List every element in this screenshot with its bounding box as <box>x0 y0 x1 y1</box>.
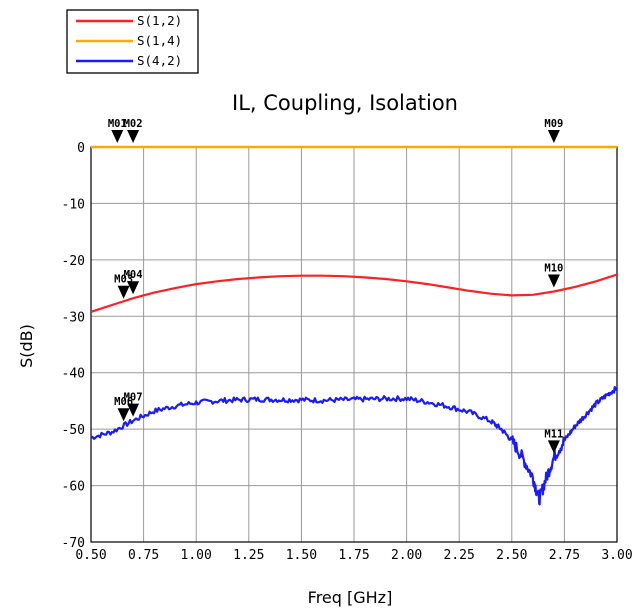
marker-M11 <box>547 440 560 454</box>
chart-title: IL, Coupling, Isolation <box>232 91 458 115</box>
marker-label: M04 <box>124 269 143 281</box>
x-tick-label: 2.75 <box>549 548 580 563</box>
marker-label: M10 <box>544 262 563 274</box>
x-tick-label: 2.50 <box>496 548 527 563</box>
y-tick-label: -70 <box>62 536 85 551</box>
y-tick-label: -20 <box>62 254 85 269</box>
marker-M07 <box>127 403 140 417</box>
x-tick-label: 2.00 <box>391 548 422 563</box>
x-tick-label: 1.25 <box>233 548 264 563</box>
series-lines <box>90 145 619 506</box>
marker-M09 <box>547 130 560 143</box>
marker-M02 <box>127 130 140 143</box>
x-tick-label: 2.25 <box>444 548 475 563</box>
marker-M06 <box>117 408 130 422</box>
grid <box>90 146 618 543</box>
x-tick-label: 1.75 <box>338 548 369 563</box>
legend: S(1,2) S(1,4) S(4,2) <box>66 9 199 74</box>
marker-label: M09 <box>544 118 563 130</box>
x-tick-label: 1.50 <box>286 548 317 563</box>
y-tick-label: -60 <box>62 480 85 495</box>
x-tick-label: 3.00 <box>601 548 632 563</box>
y-tick-label: -30 <box>62 310 85 325</box>
legend-label-s42: S(4,2) <box>137 53 182 68</box>
x-tick-labels: 0.50 0.75 1.00 1.25 1.50 1.75 2.00 2.25 2.50 2.75… <box>75 548 632 563</box>
legend-label-s14: S(1,4) <box>137 33 182 48</box>
marker-M03 <box>117 285 130 299</box>
x-tick-label: 1.00 <box>181 548 212 563</box>
x-tick-label: 0.50 <box>75 548 106 563</box>
y-tick-label: -10 <box>62 197 85 212</box>
series-line-S(1,2) <box>90 273 618 313</box>
marker-label: M11 <box>544 428 563 440</box>
x-tick-label: 0.75 <box>128 548 159 563</box>
marker-label: M07 <box>124 392 143 404</box>
x-axis-label: Freq [GHz] <box>308 588 393 607</box>
y-axis-label: S(dB) <box>17 324 36 368</box>
y-tick-label: 0 <box>77 141 85 156</box>
y-tick-label: -40 <box>62 367 85 382</box>
marker-M04 <box>127 281 140 295</box>
marker-M01 <box>111 130 124 143</box>
marker-label: M01 <box>108 118 127 130</box>
marker-M10 <box>547 274 560 288</box>
marker-label: M02 <box>124 118 143 130</box>
legend-label-s12: S(1,2) <box>137 13 182 28</box>
y-tick-labels: 0 -10 -20 -30 -40 -50 -60 -70 <box>62 141 85 551</box>
y-tick-label: -50 <box>62 423 85 438</box>
series-line-S(4,2) <box>90 386 619 506</box>
